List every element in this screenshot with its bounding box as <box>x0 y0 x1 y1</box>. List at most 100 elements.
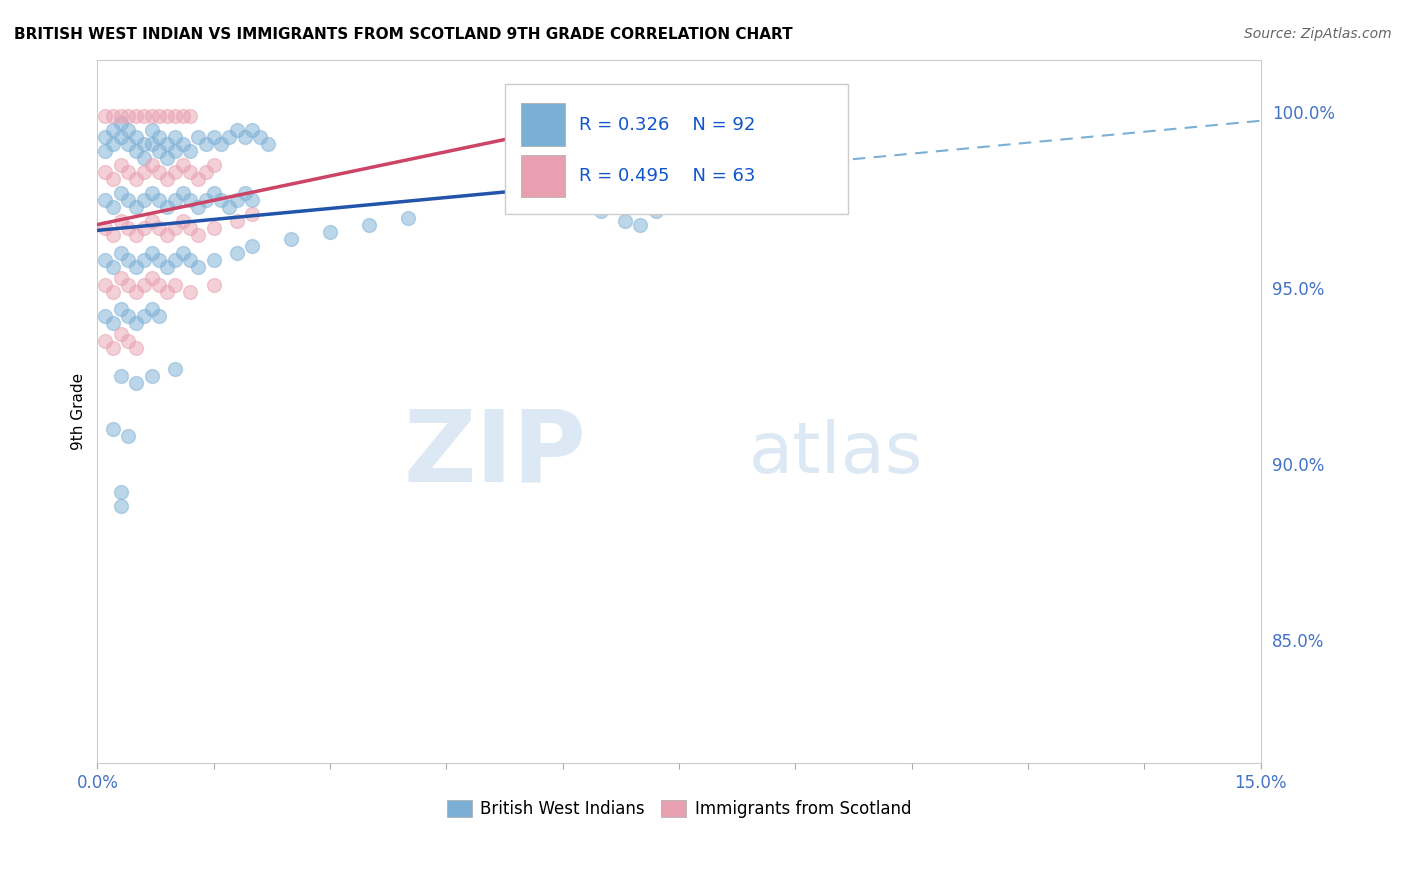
Legend: British West Indians, Immigrants from Scotland: British West Indians, Immigrants from Sc… <box>440 794 918 825</box>
Point <box>110 500 132 514</box>
Point <box>132 136 155 151</box>
Point <box>141 369 163 384</box>
Point <box>156 109 179 123</box>
Point <box>117 253 139 268</box>
Point <box>226 123 249 137</box>
Point <box>110 109 132 123</box>
Point <box>644 203 666 218</box>
Point <box>163 362 186 376</box>
Point <box>110 130 132 145</box>
Point <box>156 136 179 151</box>
Point <box>148 130 170 145</box>
Point <box>101 317 124 331</box>
Point <box>172 214 194 228</box>
Point <box>226 214 249 228</box>
FancyBboxPatch shape <box>520 154 565 197</box>
Point <box>117 429 139 443</box>
Point <box>187 130 209 145</box>
Point <box>101 285 124 299</box>
Point <box>148 165 170 179</box>
Point <box>101 228 124 243</box>
Point <box>202 253 225 268</box>
Point <box>202 158 225 172</box>
Point <box>187 260 209 274</box>
Point <box>117 123 139 137</box>
Point <box>233 130 256 145</box>
Point <box>110 369 132 384</box>
Point <box>141 270 163 285</box>
Point <box>94 221 117 235</box>
Point <box>101 422 124 436</box>
Point <box>242 239 264 253</box>
Point <box>141 302 163 317</box>
Text: BRITISH WEST INDIAN VS IMMIGRANTS FROM SCOTLAND 9TH GRADE CORRELATION CHART: BRITISH WEST INDIAN VS IMMIGRANTS FROM S… <box>14 27 793 42</box>
Point <box>551 186 574 201</box>
Point <box>226 194 249 208</box>
Point <box>194 194 217 208</box>
Point <box>110 326 132 341</box>
Text: R = 0.495    N = 63: R = 0.495 N = 63 <box>579 167 755 185</box>
Point <box>591 203 613 218</box>
Point <box>187 228 209 243</box>
Point <box>94 130 117 145</box>
Point <box>163 253 186 268</box>
Point <box>117 277 139 292</box>
Point <box>163 144 186 158</box>
Point <box>226 246 249 260</box>
Point <box>172 136 194 151</box>
Point <box>94 334 117 348</box>
Point <box>132 151 155 165</box>
Text: atlas: atlas <box>749 419 924 488</box>
Point <box>148 253 170 268</box>
Point <box>156 285 179 299</box>
Point <box>117 136 139 151</box>
Point <box>148 221 170 235</box>
Point <box>148 277 170 292</box>
Point <box>249 130 271 145</box>
Point <box>94 165 117 179</box>
Point <box>179 253 201 268</box>
Point <box>141 109 163 123</box>
Point <box>233 186 256 201</box>
Point <box>179 109 201 123</box>
Point <box>125 200 148 214</box>
Point <box>707 95 730 109</box>
Point <box>117 109 139 123</box>
Point <box>117 334 139 348</box>
Point <box>202 221 225 235</box>
Point <box>163 194 186 208</box>
Point <box>209 136 232 151</box>
Point <box>156 228 179 243</box>
Point <box>628 218 651 232</box>
Point <box>94 277 117 292</box>
Point <box>179 221 201 235</box>
Point <box>179 194 201 208</box>
Point <box>125 376 148 391</box>
Point <box>117 310 139 324</box>
Text: R = 0.326    N = 92: R = 0.326 N = 92 <box>579 116 755 134</box>
Point <box>202 186 225 201</box>
Point <box>194 165 217 179</box>
Point <box>101 172 124 186</box>
Point <box>141 214 163 228</box>
Point <box>94 253 117 268</box>
Point <box>110 270 132 285</box>
Point <box>172 109 194 123</box>
Point <box>202 130 225 145</box>
Point <box>94 109 117 123</box>
Point <box>125 109 148 123</box>
Point <box>141 158 163 172</box>
Point <box>125 172 148 186</box>
Point <box>94 310 117 324</box>
Point <box>172 158 194 172</box>
Point <box>148 310 170 324</box>
Point <box>187 172 209 186</box>
Point <box>179 285 201 299</box>
Point <box>141 246 163 260</box>
Point <box>218 130 240 145</box>
Point <box>117 221 139 235</box>
Point <box>125 228 148 243</box>
Point <box>125 260 148 274</box>
Point <box>163 277 186 292</box>
Point <box>125 317 148 331</box>
